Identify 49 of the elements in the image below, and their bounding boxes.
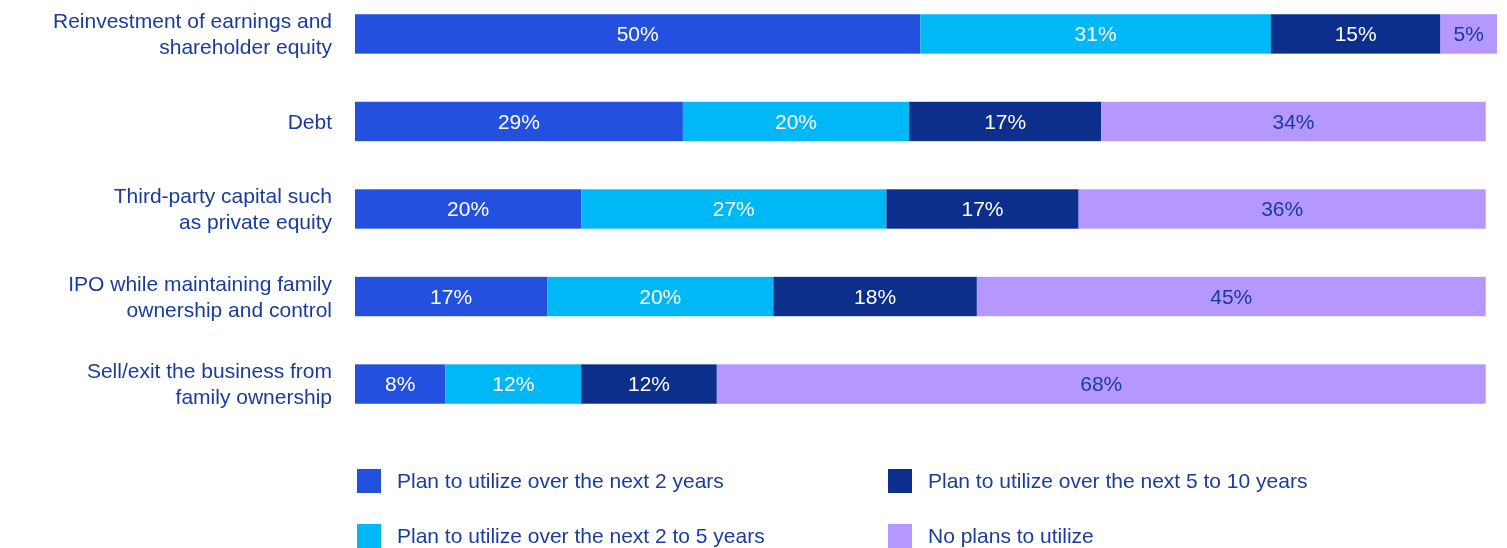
bar xyxy=(976,276,1486,317)
bar xyxy=(920,14,1271,54)
data-label: 17% xyxy=(430,284,473,308)
data-label: 8% xyxy=(385,372,416,396)
data-label: 68% xyxy=(1080,372,1123,396)
bar xyxy=(547,276,774,317)
data-label: 36% xyxy=(1261,197,1304,221)
bar xyxy=(355,276,548,317)
legend-label: Plan to utilize over the next 2 years xyxy=(397,469,724,493)
bar xyxy=(682,101,910,142)
bar xyxy=(445,364,582,404)
data-label: 18% xyxy=(854,284,897,308)
data-label: 27% xyxy=(712,197,755,221)
y-tick-label: Reinvestment of earnings and shareholder equity xyxy=(53,9,333,59)
bar xyxy=(1101,101,1486,142)
y-tick-label: IPO while maintaining family ownership and control xyxy=(68,271,333,321)
legend-label: No plans to utilize xyxy=(928,524,1094,548)
bar xyxy=(355,189,582,229)
data-label: 17% xyxy=(984,109,1027,133)
data-label: 15% xyxy=(1334,22,1377,46)
data-label: 12% xyxy=(627,372,670,396)
data-label: 20% xyxy=(639,284,682,308)
y-tick-label: Third-party capital such as private equity xyxy=(113,184,333,234)
bar xyxy=(773,276,977,317)
data-label: 20% xyxy=(447,197,490,221)
data-label: 29% xyxy=(497,109,540,133)
data-label: 45% xyxy=(1210,284,1253,308)
data-label: 5% xyxy=(1453,22,1484,46)
y-tick-label: Debt xyxy=(287,109,333,133)
bar xyxy=(355,14,921,54)
bar xyxy=(909,101,1102,142)
bar xyxy=(1270,14,1441,54)
data-label: 20% xyxy=(774,109,817,133)
bar xyxy=(581,364,717,404)
bar xyxy=(716,364,1486,404)
legend-label: Plan to utilize over the next 2 to 5 years xyxy=(397,524,765,548)
bar xyxy=(1440,14,1497,54)
data-label: 12% xyxy=(492,372,535,396)
bar xyxy=(355,364,446,404)
legend-label: Plan to utilize over the next 5 to 10 years xyxy=(928,469,1308,493)
bar xyxy=(581,189,887,229)
bar xyxy=(355,101,683,142)
y-tick-label: Sell/exit the business from family ownership xyxy=(86,359,332,409)
data-label: 17% xyxy=(961,197,1004,221)
data-label: 31% xyxy=(1074,22,1117,46)
bar xyxy=(1078,189,1486,229)
data-label: 34% xyxy=(1272,109,1315,133)
bar xyxy=(886,189,1079,229)
data-label: 50% xyxy=(616,22,659,46)
